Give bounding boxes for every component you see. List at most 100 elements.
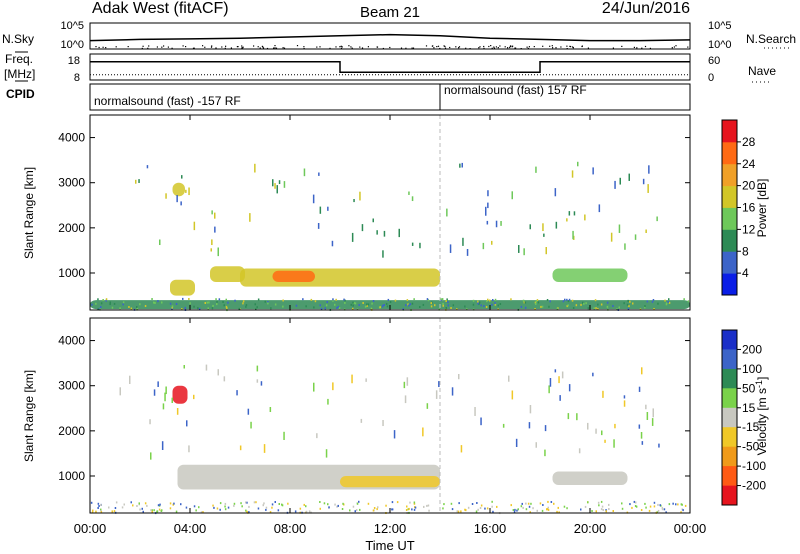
speckle <box>267 302 269 305</box>
speckle <box>350 303 352 306</box>
speckle <box>687 300 690 303</box>
feature-blob-03h <box>170 279 195 296</box>
nsearch-dot <box>528 46 530 48</box>
nsearch-dot <box>495 46 497 48</box>
speckle <box>682 509 684 512</box>
speckle <box>564 298 566 301</box>
speckle <box>153 509 155 512</box>
nsearch-dot <box>161 46 163 48</box>
power-yticks: 1000 2000 3000 4000 <box>58 131 690 280</box>
nsearch-dot <box>98 46 100 49</box>
nsearch-dot <box>520 48 522 50</box>
nsearch-dot <box>612 47 614 49</box>
speckle <box>535 300 538 303</box>
speckle <box>370 307 373 310</box>
nsearch-dot <box>509 46 511 49</box>
speckle <box>568 384 571 392</box>
speckle <box>491 303 493 306</box>
speckle <box>351 232 354 242</box>
nsearch-dot <box>555 47 557 49</box>
speckle <box>629 503 631 506</box>
time-axis: Time UT 00:00 04:00 08:00 12:00 16:00 20:00 00… <box>74 115 706 553</box>
nsearch-tick-bottom: 10^0 <box>708 39 732 51</box>
nsearch-dot <box>115 46 117 48</box>
nsearch-dot <box>621 45 623 47</box>
speckle <box>254 163 256 173</box>
power-colorbar-swatch <box>722 163 737 187</box>
speckle <box>467 506 470 509</box>
speckle <box>610 232 613 242</box>
speckle <box>219 502 222 505</box>
power-colorbar-tick-label: 4 <box>742 266 749 280</box>
speckle <box>614 180 616 189</box>
speckle <box>245 501 247 504</box>
speckle <box>181 175 183 179</box>
speckle <box>359 191 361 201</box>
speckle <box>627 299 629 302</box>
nsearch-dot <box>572 46 574 48</box>
speckle <box>487 190 489 197</box>
speckle <box>544 425 547 432</box>
speckle <box>151 509 153 512</box>
nsearch-dot <box>490 45 492 47</box>
speckle <box>465 509 467 512</box>
speckle <box>568 211 571 216</box>
speckle <box>337 504 339 507</box>
speckle <box>510 298 512 301</box>
speckle <box>216 507 219 510</box>
speckle <box>332 299 334 302</box>
nsearch-dot <box>147 47 149 49</box>
nsearch-dot <box>182 45 184 47</box>
speckle <box>559 395 561 401</box>
speckle <box>257 507 260 510</box>
speckle <box>532 507 534 510</box>
speckle <box>146 165 149 169</box>
speckle <box>598 504 600 507</box>
speckle <box>159 503 161 506</box>
speckle <box>466 308 468 311</box>
speckle <box>136 307 139 310</box>
speckle <box>129 375 131 384</box>
speckle <box>164 392 166 402</box>
speckle <box>522 299 525 302</box>
speckle <box>212 304 214 307</box>
feature-blob-05h <box>210 266 245 282</box>
speckle <box>520 305 523 308</box>
speckle <box>109 301 111 304</box>
speckle <box>540 305 542 308</box>
speckle <box>245 305 247 308</box>
ytick-label: 4000 <box>58 131 85 145</box>
speckle <box>426 298 429 301</box>
speckle <box>597 303 599 306</box>
speckle <box>529 224 531 230</box>
power-colorbar-tick-label: 12 <box>742 222 756 236</box>
speckle <box>211 239 213 246</box>
speckle <box>386 305 389 308</box>
nsearch-dot <box>455 46 457 48</box>
speckle <box>647 184 649 193</box>
speckle <box>136 306 138 308</box>
speckle <box>223 376 226 382</box>
speckle <box>255 308 257 311</box>
speckle <box>566 218 568 222</box>
speckle <box>376 508 378 511</box>
speckle <box>632 302 634 305</box>
speckle <box>430 302 432 305</box>
speckle <box>92 509 94 512</box>
speckle <box>270 307 272 310</box>
speckle <box>136 505 138 507</box>
speckle <box>215 298 217 301</box>
nsearch-dot <box>411 47 413 49</box>
speckle <box>497 304 499 307</box>
speckle <box>269 511 272 514</box>
speckle <box>302 298 304 301</box>
nsearch-dot <box>412 47 415 49</box>
ytick-label: 1000 <box>58 266 85 280</box>
speckle <box>383 304 385 306</box>
speckle <box>154 301 156 304</box>
speckle <box>248 511 250 514</box>
speckle <box>573 211 576 216</box>
speckle <box>318 172 320 176</box>
speckle <box>105 299 107 302</box>
velocity-features <box>172 385 628 490</box>
